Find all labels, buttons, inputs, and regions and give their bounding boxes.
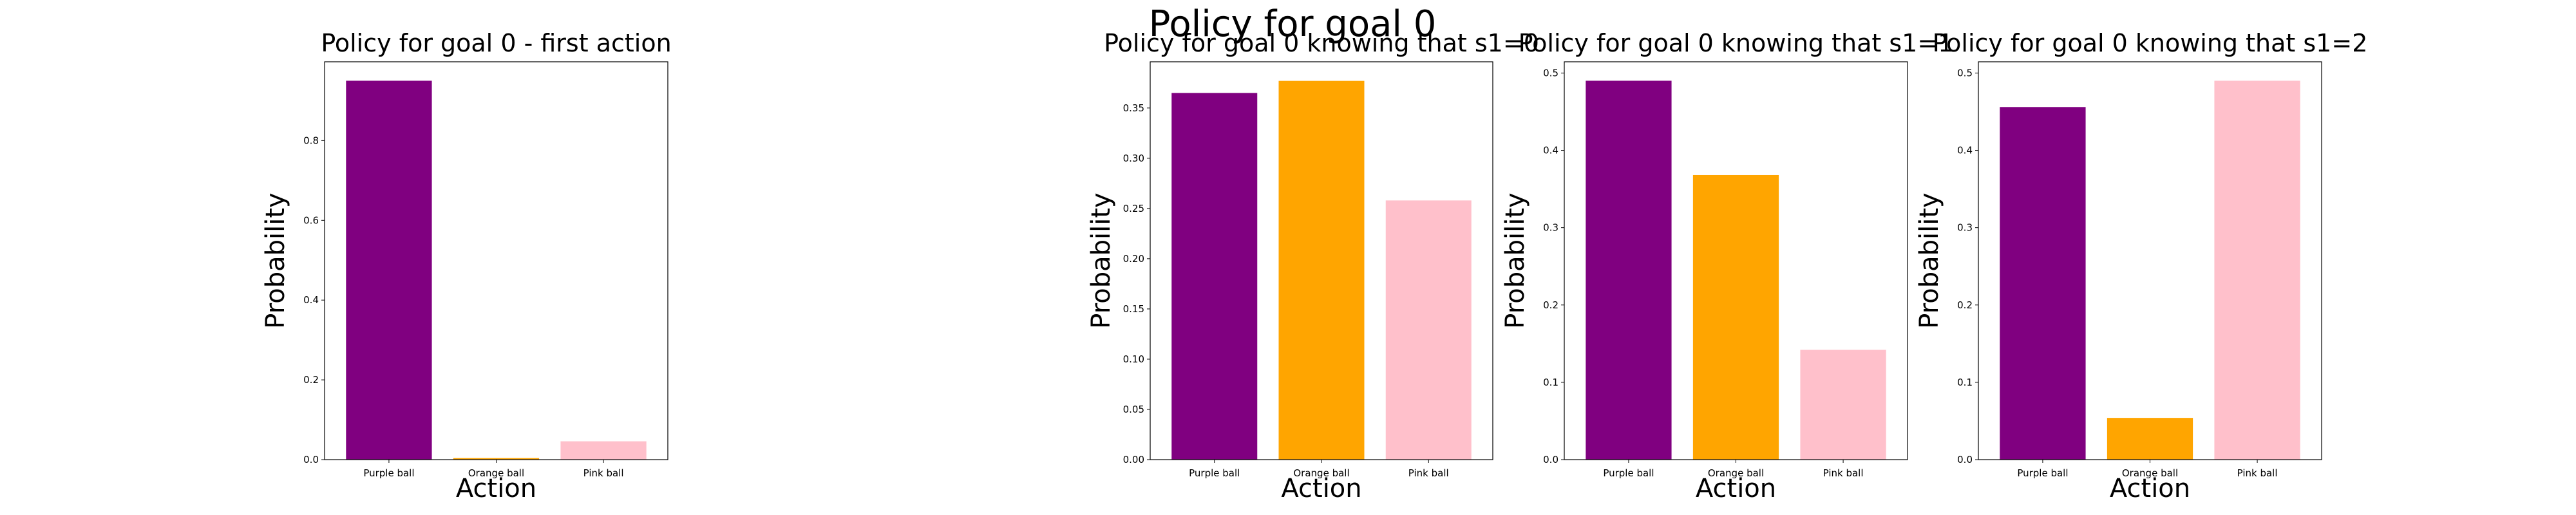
y-tick-label: 0.2 <box>1543 299 1558 311</box>
y-tick-label: 0.3 <box>1957 222 1973 234</box>
y-tick-label: 0.2 <box>303 374 319 386</box>
y-tick-label: 0.2 <box>1957 299 1973 311</box>
y-tick-label: 0.20 <box>1123 253 1144 265</box>
y-tick-label: 0.00 <box>1123 454 1144 465</box>
x-tick-label: Pink ball <box>1408 467 1449 479</box>
x-tick-label: Orange ball <box>2122 467 2178 479</box>
x-tick-label: Purple ball <box>2017 467 2068 479</box>
x-tick-label: Purple ball <box>1189 467 1240 479</box>
subplot-title: Policy for goal 0 - first action <box>321 29 671 57</box>
y-tick-label: 0.30 <box>1123 153 1144 164</box>
bar-pink-ball <box>560 441 647 460</box>
y-axis-label: Probability <box>1086 192 1116 328</box>
y-tick-label: 0.0 <box>1957 454 1973 465</box>
y-tick-label: 0.4 <box>1543 145 1558 156</box>
bar-purple-ball <box>1171 93 1258 460</box>
axes-frame <box>324 61 668 460</box>
bar-purple-ball <box>2000 107 2086 460</box>
y-tick-label: 0.10 <box>1123 353 1144 365</box>
y-tick-label: 0.25 <box>1123 203 1144 214</box>
axes-frame <box>1978 61 2322 460</box>
bar-purple-ball <box>1586 80 1672 460</box>
x-tick-label: Orange ball <box>468 467 524 479</box>
y-tick-label: 0.15 <box>1123 303 1144 315</box>
subplot-title: Policy for goal 0 knowing that s1=0 <box>1104 29 1539 57</box>
bar-orange-ball <box>1692 174 1779 460</box>
x-axis-label: Action <box>1281 474 1361 503</box>
x-tick-label: Purple ball <box>363 467 414 479</box>
bar-purple-ball <box>346 80 432 460</box>
figure-suptitle: Policy for goal 0 <box>1149 3 1437 45</box>
x-tick-label: Pink ball <box>2237 467 2278 479</box>
x-tick-label: Orange ball <box>1708 467 1764 479</box>
y-tick-label: 0.1 <box>1543 377 1558 388</box>
y-tick-label: 0.1 <box>1957 377 1973 388</box>
y-tick-label: 0.0 <box>303 454 319 465</box>
bar-pink-ball <box>1385 200 1472 460</box>
bar-orange-ball <box>2107 418 2193 460</box>
axes-frame <box>1564 61 1908 460</box>
x-axis-label: Action <box>456 474 536 503</box>
x-tick-label: Orange ball <box>1293 467 1349 479</box>
y-axis-label: Probability <box>261 192 290 328</box>
y-tick-label: 0.3 <box>1543 222 1558 234</box>
x-axis-label: Action <box>1696 474 1776 503</box>
x-tick-label: Pink ball <box>583 467 624 479</box>
y-tick-label: 0.4 <box>1957 145 1973 156</box>
y-tick-label: 0.05 <box>1123 404 1144 415</box>
y-tick-label: 0.4 <box>303 294 319 306</box>
y-tick-label: 0.5 <box>1957 67 1973 79</box>
bar-orange-ball <box>1278 80 1365 460</box>
bar-orange-ball <box>453 458 540 460</box>
y-tick-label: 0.6 <box>303 214 319 226</box>
bar-pink-ball <box>1800 350 1886 460</box>
y-tick-label: 0.5 <box>1543 67 1558 79</box>
y-axis-label: Probability <box>1915 192 1944 328</box>
x-axis-label: Action <box>2110 474 2190 503</box>
y-axis-label: Probability <box>1501 192 1530 328</box>
y-tick-label: 0.8 <box>303 135 319 146</box>
x-tick-label: Purple ball <box>1603 467 1654 479</box>
y-tick-label: 0.0 <box>1543 454 1558 465</box>
axes-frame <box>1150 61 1493 460</box>
bar-pink-ball <box>2214 80 2300 460</box>
subplot-title: Policy for goal 0 knowing that s1=1 <box>1519 29 1954 57</box>
subplot-title: Policy for goal 0 knowing that s1=2 <box>1933 29 2368 57</box>
x-tick-label: Pink ball <box>1823 467 1864 479</box>
y-tick-label: 0.35 <box>1123 102 1144 114</box>
